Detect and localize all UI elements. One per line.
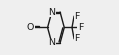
Text: F: F [74, 12, 80, 21]
Text: O: O [27, 23, 34, 32]
Text: N: N [48, 8, 55, 16]
Text: F: F [78, 23, 83, 32]
Text: F: F [74, 34, 80, 43]
Text: N: N [48, 38, 55, 47]
